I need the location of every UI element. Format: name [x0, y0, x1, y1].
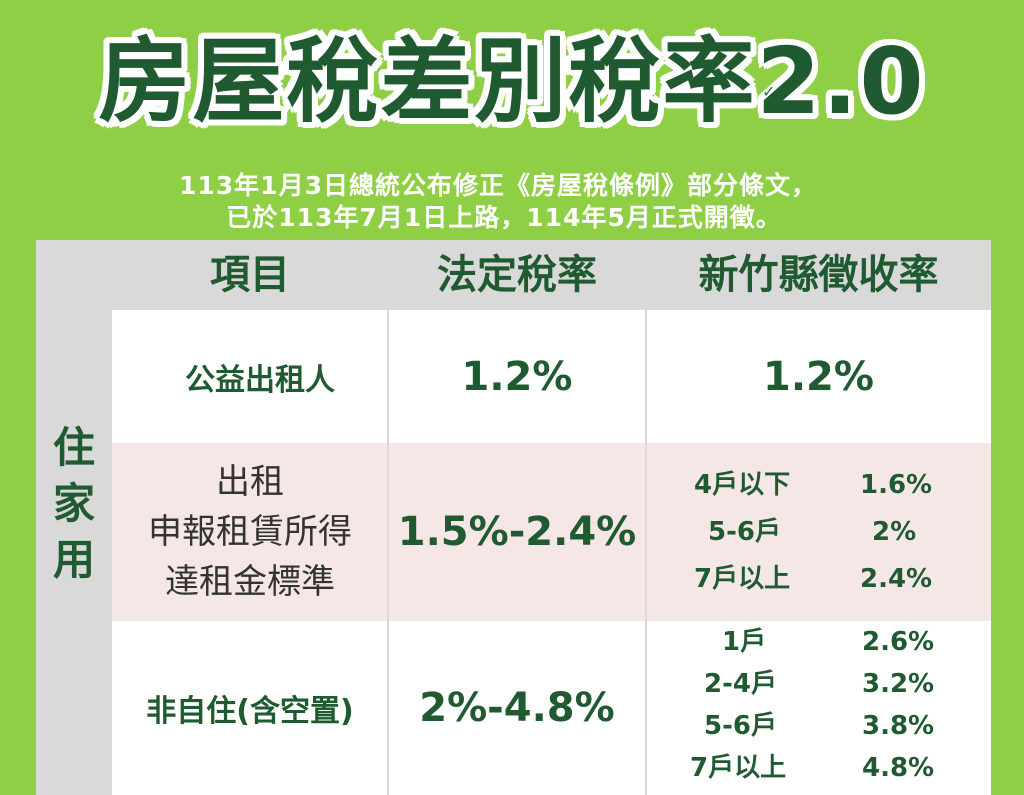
check-mark-icon: ✓	[762, 82, 776, 101]
non-self-tier-1-units: 1戶	[722, 627, 767, 657]
row-rental-label: 出租 申報租賃所得 達租金標準	[112, 443, 388, 621]
row-rental-statutory: 1.5%-2.4%	[388, 443, 646, 621]
subtitle-line-2: 已於113年7月1日上路，114年5月正式開徵。	[226, 203, 782, 232]
row-rental-hsinchu	[646, 443, 991, 621]
non-self-tier-3-rate: 3.8%	[862, 711, 935, 741]
rental-tier-1-rate: 1.6%	[860, 470, 933, 500]
row-non-self-use-statutory: 2%-4.8%	[388, 621, 646, 795]
non-self-tier-1-rate: 2.6%	[862, 627, 935, 657]
row-non-self-use-hsinchu	[646, 621, 991, 795]
column-divider	[387, 310, 389, 795]
non-self-tier-4-units: 7戶以上	[690, 753, 787, 783]
rental-tier-3-rate: 2.4%	[860, 564, 933, 594]
column-divider	[645, 310, 647, 795]
row-public-landlord-statutory: 1.2%	[388, 310, 646, 443]
rental-tier-2-units: 5-6戶	[708, 517, 781, 547]
row-rental-label-line-2: 申報租賃所得	[148, 512, 352, 552]
category-residential: 住家用	[36, 420, 112, 588]
rental-tier-3-units: 7戶以上	[694, 564, 791, 594]
rental-tier-1-units: 4戶以下	[694, 470, 791, 500]
non-self-tier-3-units: 5-6戶	[704, 711, 777, 741]
non-self-tier-4-rate: 4.8%	[862, 753, 935, 783]
header-item: 項目	[210, 252, 290, 298]
category-label: 住家用	[53, 423, 96, 584]
row-rental-label-line-3: 達租金標準	[165, 562, 335, 602]
non-self-tier-2-units: 2-4戶	[704, 669, 777, 699]
header-hsinchu-rate: 新竹縣徵收率	[698, 252, 939, 298]
subtitle-line-1: 113年1月3日總統公布修正《房屋稅條例》部分條文，	[179, 171, 817, 200]
page-title: 房屋稅差別稅率2.0	[98, 28, 926, 135]
row-non-self-use-label: 非自住(含空置)	[112, 621, 388, 795]
row-public-landlord-hsinchu: 1.2%	[646, 310, 991, 443]
row-rental-label-line-1: 出租	[216, 462, 284, 502]
header-statutory-rate: 法定稅率	[437, 252, 597, 298]
row-public-landlord-label: 公益出租人	[112, 310, 388, 443]
non-self-tier-2-rate: 3.2%	[862, 669, 935, 699]
rental-tier-2-rate: 2%	[872, 517, 917, 547]
